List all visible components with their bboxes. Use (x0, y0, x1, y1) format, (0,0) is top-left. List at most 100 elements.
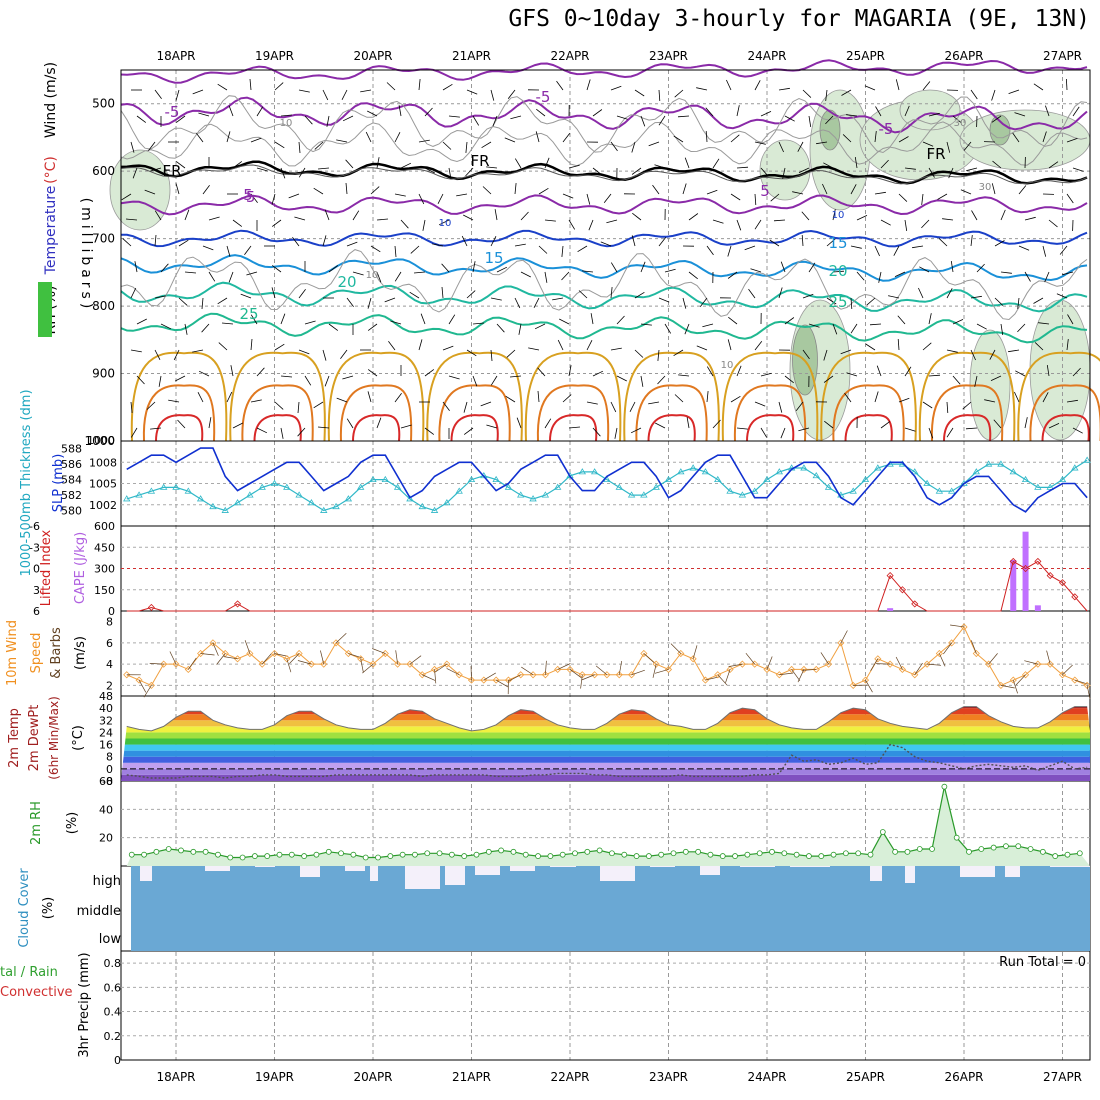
wind-barb (352, 210, 360, 221)
wind-barb (876, 365, 882, 377)
y-axis-label: (m/s) (73, 636, 88, 670)
thickness-point (541, 491, 550, 498)
wind-barb (202, 184, 210, 195)
y-tick-rh: 60 (99, 775, 113, 788)
wind-barb (538, 187, 549, 195)
wind-barb (424, 107, 433, 117)
wind-barb (634, 349, 644, 358)
temp-band (121, 750, 1090, 757)
rh-point (596, 847, 603, 854)
temp-bands (121, 706, 1090, 781)
y-tick-li: -6 (29, 520, 40, 533)
temp-band (121, 762, 1090, 769)
wind-barb (640, 261, 646, 273)
wind-barb (158, 375, 162, 387)
y-tick-upper: 1000 (84, 434, 115, 448)
wind-barb (388, 340, 396, 351)
wind-speed-point (566, 665, 574, 674)
thickness-point (270, 479, 279, 486)
wind-speed-point (1071, 676, 1079, 684)
contour-40 (943, 414, 992, 442)
contour (120, 59, 1088, 84)
thickness-point (1071, 464, 1079, 471)
wind-barb (536, 108, 546, 117)
contour-30 (721, 351, 819, 442)
wind-barb (413, 271, 426, 274)
contour-label: 25 (828, 293, 847, 311)
rh-point (190, 848, 197, 855)
contour (120, 96, 1088, 134)
wind-barb (664, 323, 672, 334)
wind-barb (557, 339, 564, 351)
wind-speed-point (1058, 671, 1067, 679)
wind-barb (657, 349, 660, 361)
wind-barb (727, 339, 732, 351)
wind-barb-10m (643, 653, 655, 664)
rh-point (966, 848, 972, 855)
wind-barb-10m (545, 660, 547, 675)
wind-barb (586, 340, 593, 351)
wind-barb (1066, 399, 1078, 403)
wind-barb (706, 245, 714, 256)
chart-title: GFS 0~10day 3-hourly for MAGARIA (9E, 13… (508, 6, 1090, 32)
contour-40 (155, 414, 204, 442)
wind-barb-10m (483, 672, 496, 681)
wind-barb (533, 297, 540, 308)
wind-barb-10m (200, 653, 215, 656)
wind-barb (984, 399, 996, 403)
rh-point (239, 854, 246, 861)
wind-barb (144, 189, 156, 195)
wind-barb-10m (212, 642, 219, 656)
wind-barb (736, 105, 740, 117)
wind-barb (1038, 322, 1050, 325)
thickness-point (1083, 456, 1091, 463)
wind-barb (640, 115, 646, 127)
temp-band (121, 708, 1090, 715)
wind-barb (345, 159, 354, 169)
contour-40 (746, 414, 795, 442)
wind-barb (317, 426, 330, 429)
wind-barb (904, 219, 908, 231)
wind-barb (121, 193, 132, 201)
contour-35 (733, 384, 807, 442)
wind-barb (869, 323, 882, 326)
rh-point (522, 851, 529, 858)
wind-barb (1018, 185, 1027, 195)
wind-barb (490, 89, 495, 101)
wind-barb (784, 375, 794, 384)
rh-point (338, 850, 344, 857)
wind-barb (586, 79, 591, 91)
thickness-point (578, 468, 587, 475)
wind-speed-point (714, 671, 722, 679)
wind-barb-10m (395, 650, 398, 665)
wind-barb (970, 349, 976, 361)
wind-barb (217, 83, 228, 91)
thickness-point (196, 495, 205, 502)
thickness-point (775, 468, 784, 475)
rh-point (609, 850, 615, 857)
wind-barb (922, 401, 933, 409)
thickness-point (159, 483, 168, 490)
wind-barb (463, 214, 474, 221)
wind-barb-10m (797, 669, 805, 683)
wind-barb (130, 401, 133, 413)
y-tick-wind: 4 (106, 658, 113, 671)
thickness-point (972, 468, 981, 475)
wind-barb (688, 271, 698, 280)
wind-speed-point (849, 681, 857, 689)
contour-label: 5 (243, 186, 253, 204)
wind-barb (769, 239, 780, 247)
wind-barb (328, 323, 339, 331)
wind-barb (480, 401, 492, 407)
y-tick-thickness: 586 (61, 458, 82, 471)
wind-barb (322, 89, 329, 101)
y-tick-li: 6 (33, 605, 40, 618)
contour-label: 25 (239, 305, 258, 323)
wind-barb (1066, 78, 1068, 91)
wind-barb-10m (988, 653, 998, 665)
rh-point (695, 848, 702, 855)
y-axis-label: CAPE (J/kg) (73, 532, 88, 604)
thickness-point (923, 479, 931, 486)
thickness-point (689, 464, 697, 471)
wind-barb-10m (943, 642, 952, 655)
